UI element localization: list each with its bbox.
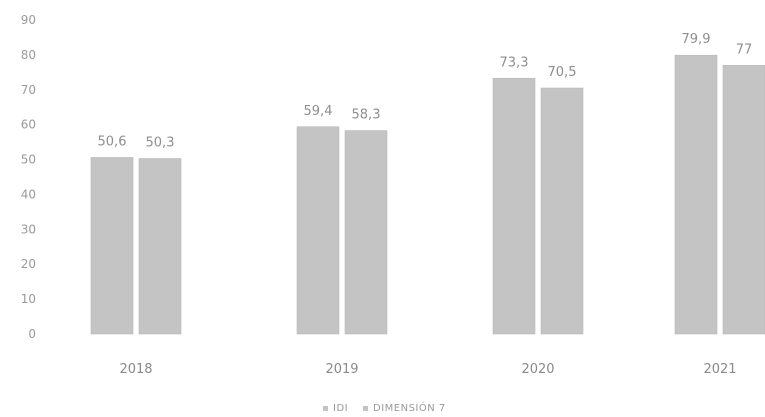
y-tick-label: 70	[21, 83, 36, 97]
y-tick-label: 90	[21, 13, 36, 27]
x-tick-label: 2018	[119, 362, 152, 377]
y-tick-label: 80	[21, 48, 36, 62]
data-label: 79,9	[682, 32, 711, 47]
x-tick-label: 2021	[703, 362, 736, 377]
y-tick-label: 10	[21, 292, 36, 306]
y-tick-label: 50	[21, 153, 36, 167]
data-label: 50,6	[98, 134, 127, 149]
bar-dimension-7-2019	[344, 130, 388, 335]
bar-idi-2018	[90, 157, 134, 335]
y-axis: 0 10 20 30 40 50 60 70 80 90	[21, 13, 36, 341]
y-tick-label: 30	[21, 222, 36, 236]
y-tick-label: 60	[21, 118, 36, 132]
bar-dimension-7-2021	[722, 65, 765, 335]
data-labels-group: 50,6 50,3 59,4 58,3 73,3 70,5 79,9 77	[98, 32, 753, 150]
bar-idi-2019	[296, 126, 340, 335]
y-tick-label: 0	[28, 327, 36, 341]
legend-label-dimension-7: DIMENSIÓN 7	[373, 401, 446, 414]
data-label: 77	[736, 42, 753, 57]
bar-idi-2020	[492, 77, 536, 335]
legend-swatch-dimension-7	[363, 406, 368, 411]
y-tick-label: 40	[21, 187, 36, 201]
bars-group	[90, 54, 765, 335]
data-label: 58,3	[352, 108, 381, 123]
legend-swatch-idi	[323, 406, 328, 411]
legend-label-idi: IDI	[333, 403, 348, 414]
legend: IDI DIMENSIÓN 7	[323, 401, 446, 414]
data-label: 59,4	[304, 104, 333, 119]
bar-dimension-7-2018	[138, 158, 182, 335]
bar-dimension-7-2020	[540, 87, 584, 335]
x-tick-label: 2020	[521, 362, 554, 377]
x-axis: 2018 2019 2020 2021	[119, 362, 736, 377]
data-label: 73,3	[500, 55, 529, 70]
bar-idi-2021	[674, 54, 718, 335]
x-tick-label: 2019	[325, 362, 358, 377]
y-tick-label: 20	[21, 257, 36, 271]
data-label: 70,5	[548, 65, 577, 80]
data-label: 50,3	[146, 136, 175, 151]
